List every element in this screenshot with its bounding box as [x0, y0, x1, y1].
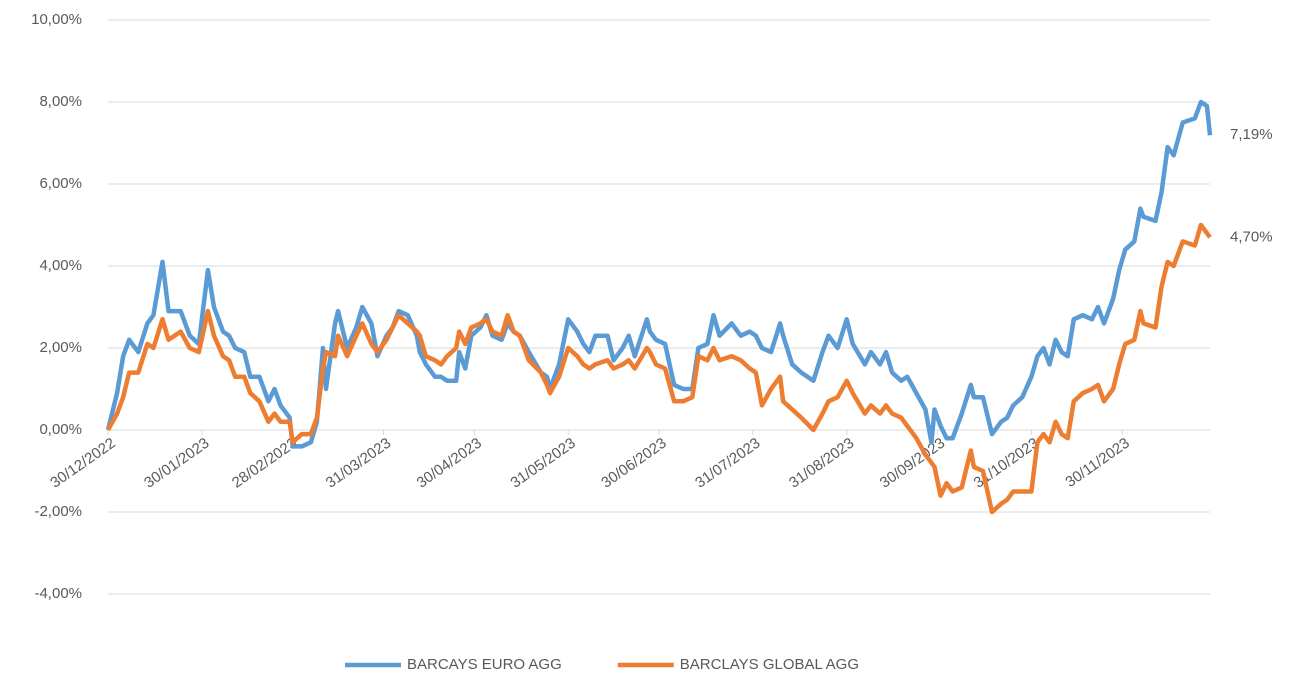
- x-tick-label: 31/05/2023: [507, 435, 578, 492]
- data-label: 4,70%: [1230, 228, 1273, 245]
- legend-label: BARCAYS EURO AGG: [407, 656, 562, 673]
- x-tick-label: 28/02/2023: [229, 435, 300, 492]
- y-tick-label: -2,00%: [34, 503, 82, 520]
- x-tick-label: 31/07/2023: [692, 435, 763, 492]
- x-tick-label: 30/01/2023: [141, 435, 212, 492]
- x-tick-label: 30/12/2022: [47, 435, 118, 492]
- series-line: [106, 222, 1212, 515]
- y-tick-label: 0,00%: [39, 421, 82, 438]
- x-tick-label: 31/08/2023: [786, 435, 857, 492]
- x-tick-label: 31/03/2023: [323, 435, 394, 492]
- y-tick-label: 10,00%: [31, 11, 82, 28]
- y-tick-label: -4,00%: [34, 585, 82, 602]
- x-tick-label: 30/04/2023: [414, 435, 485, 492]
- x-tick-label: 30/06/2023: [598, 435, 669, 492]
- x-tick-label: 30/11/2023: [1062, 435, 1132, 491]
- y-tick-label: 4,00%: [39, 257, 82, 274]
- data-label: 7,19%: [1230, 126, 1273, 143]
- legend-label: BARCLAYS GLOBAL AGG: [680, 656, 859, 673]
- y-tick-label: 6,00%: [39, 175, 82, 192]
- series-line: [105, 99, 1213, 449]
- y-tick-label: 8,00%: [39, 93, 82, 110]
- y-tick-label: 2,00%: [39, 339, 82, 356]
